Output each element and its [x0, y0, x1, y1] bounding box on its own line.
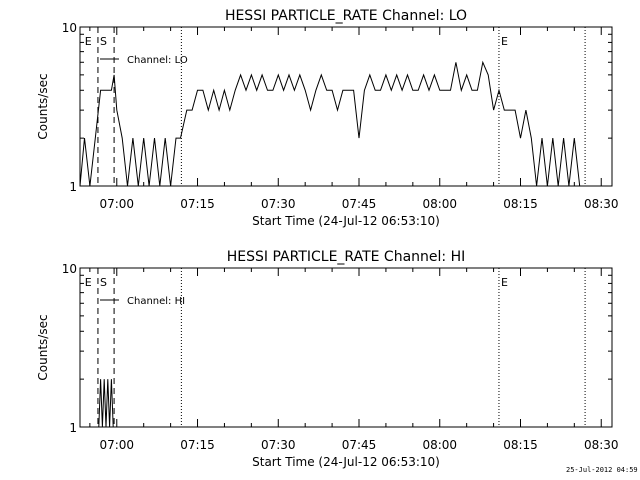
x-tick-label-2: 07:30: [261, 438, 296, 452]
x-tick-label-2: 07:45: [342, 438, 377, 452]
x-axis-label-2: Start Time (24-Jul-12 06:53:10): [252, 455, 440, 469]
legend-label-2: Channel: HI: [127, 296, 185, 307]
x-tick-label-2: 07:00: [99, 438, 134, 452]
y-axis-label-1: Counts/sec: [36, 73, 50, 139]
data-trace-2: [98, 379, 114, 428]
x-tick-label-1: 07:30: [261, 197, 296, 211]
plot-frame-2: [79, 267, 613, 428]
y-axis-label-2: Counts/sec: [36, 314, 50, 380]
x-tick-label-2: 07:15: [180, 438, 215, 452]
y-tick-label-2: 1: [69, 421, 77, 435]
x-tick-label-1: 08:00: [422, 197, 457, 211]
data-trace-1: [79, 60, 586, 187]
x-tick-label-1: 07:45: [342, 197, 377, 211]
legend-label-1: Channel: LO: [127, 55, 188, 66]
x-tick-label-1: 08:30: [584, 197, 619, 211]
marker-label-2: S: [100, 276, 107, 289]
x-axis-label-1: Start Time (24-Jul-12 06:53:10): [252, 214, 440, 228]
y-tick-label-2: 10: [62, 262, 77, 276]
marker-label-2: E: [501, 276, 508, 289]
x-tick-label-2: 08:15: [503, 438, 538, 452]
marker-label-1: E: [501, 35, 508, 48]
x-tick-label-2: 08:00: [422, 438, 457, 452]
x-tick-label-1: 07:15: [180, 197, 215, 211]
marker-label-1: E: [85, 35, 92, 48]
x-tick-label-1: 07:00: [99, 197, 134, 211]
marker-label-1: S: [100, 35, 107, 48]
x-tick-label-1: 08:15: [503, 197, 538, 211]
chart-title-2: HESSI PARTICLE_RATE Channel: HI: [227, 249, 465, 265]
footer-timestamp: 25-Jul-2012 04:59: [566, 466, 638, 474]
x-tick-label-2: 08:30: [584, 438, 619, 452]
plot-frame-1: [79, 26, 613, 187]
chart-title-1: HESSI PARTICLE_RATE Channel: LO: [225, 8, 467, 24]
y-tick-label-1: 10: [62, 21, 77, 35]
y-tick-label-1: 1: [69, 180, 77, 194]
marker-label-2: E: [85, 276, 92, 289]
